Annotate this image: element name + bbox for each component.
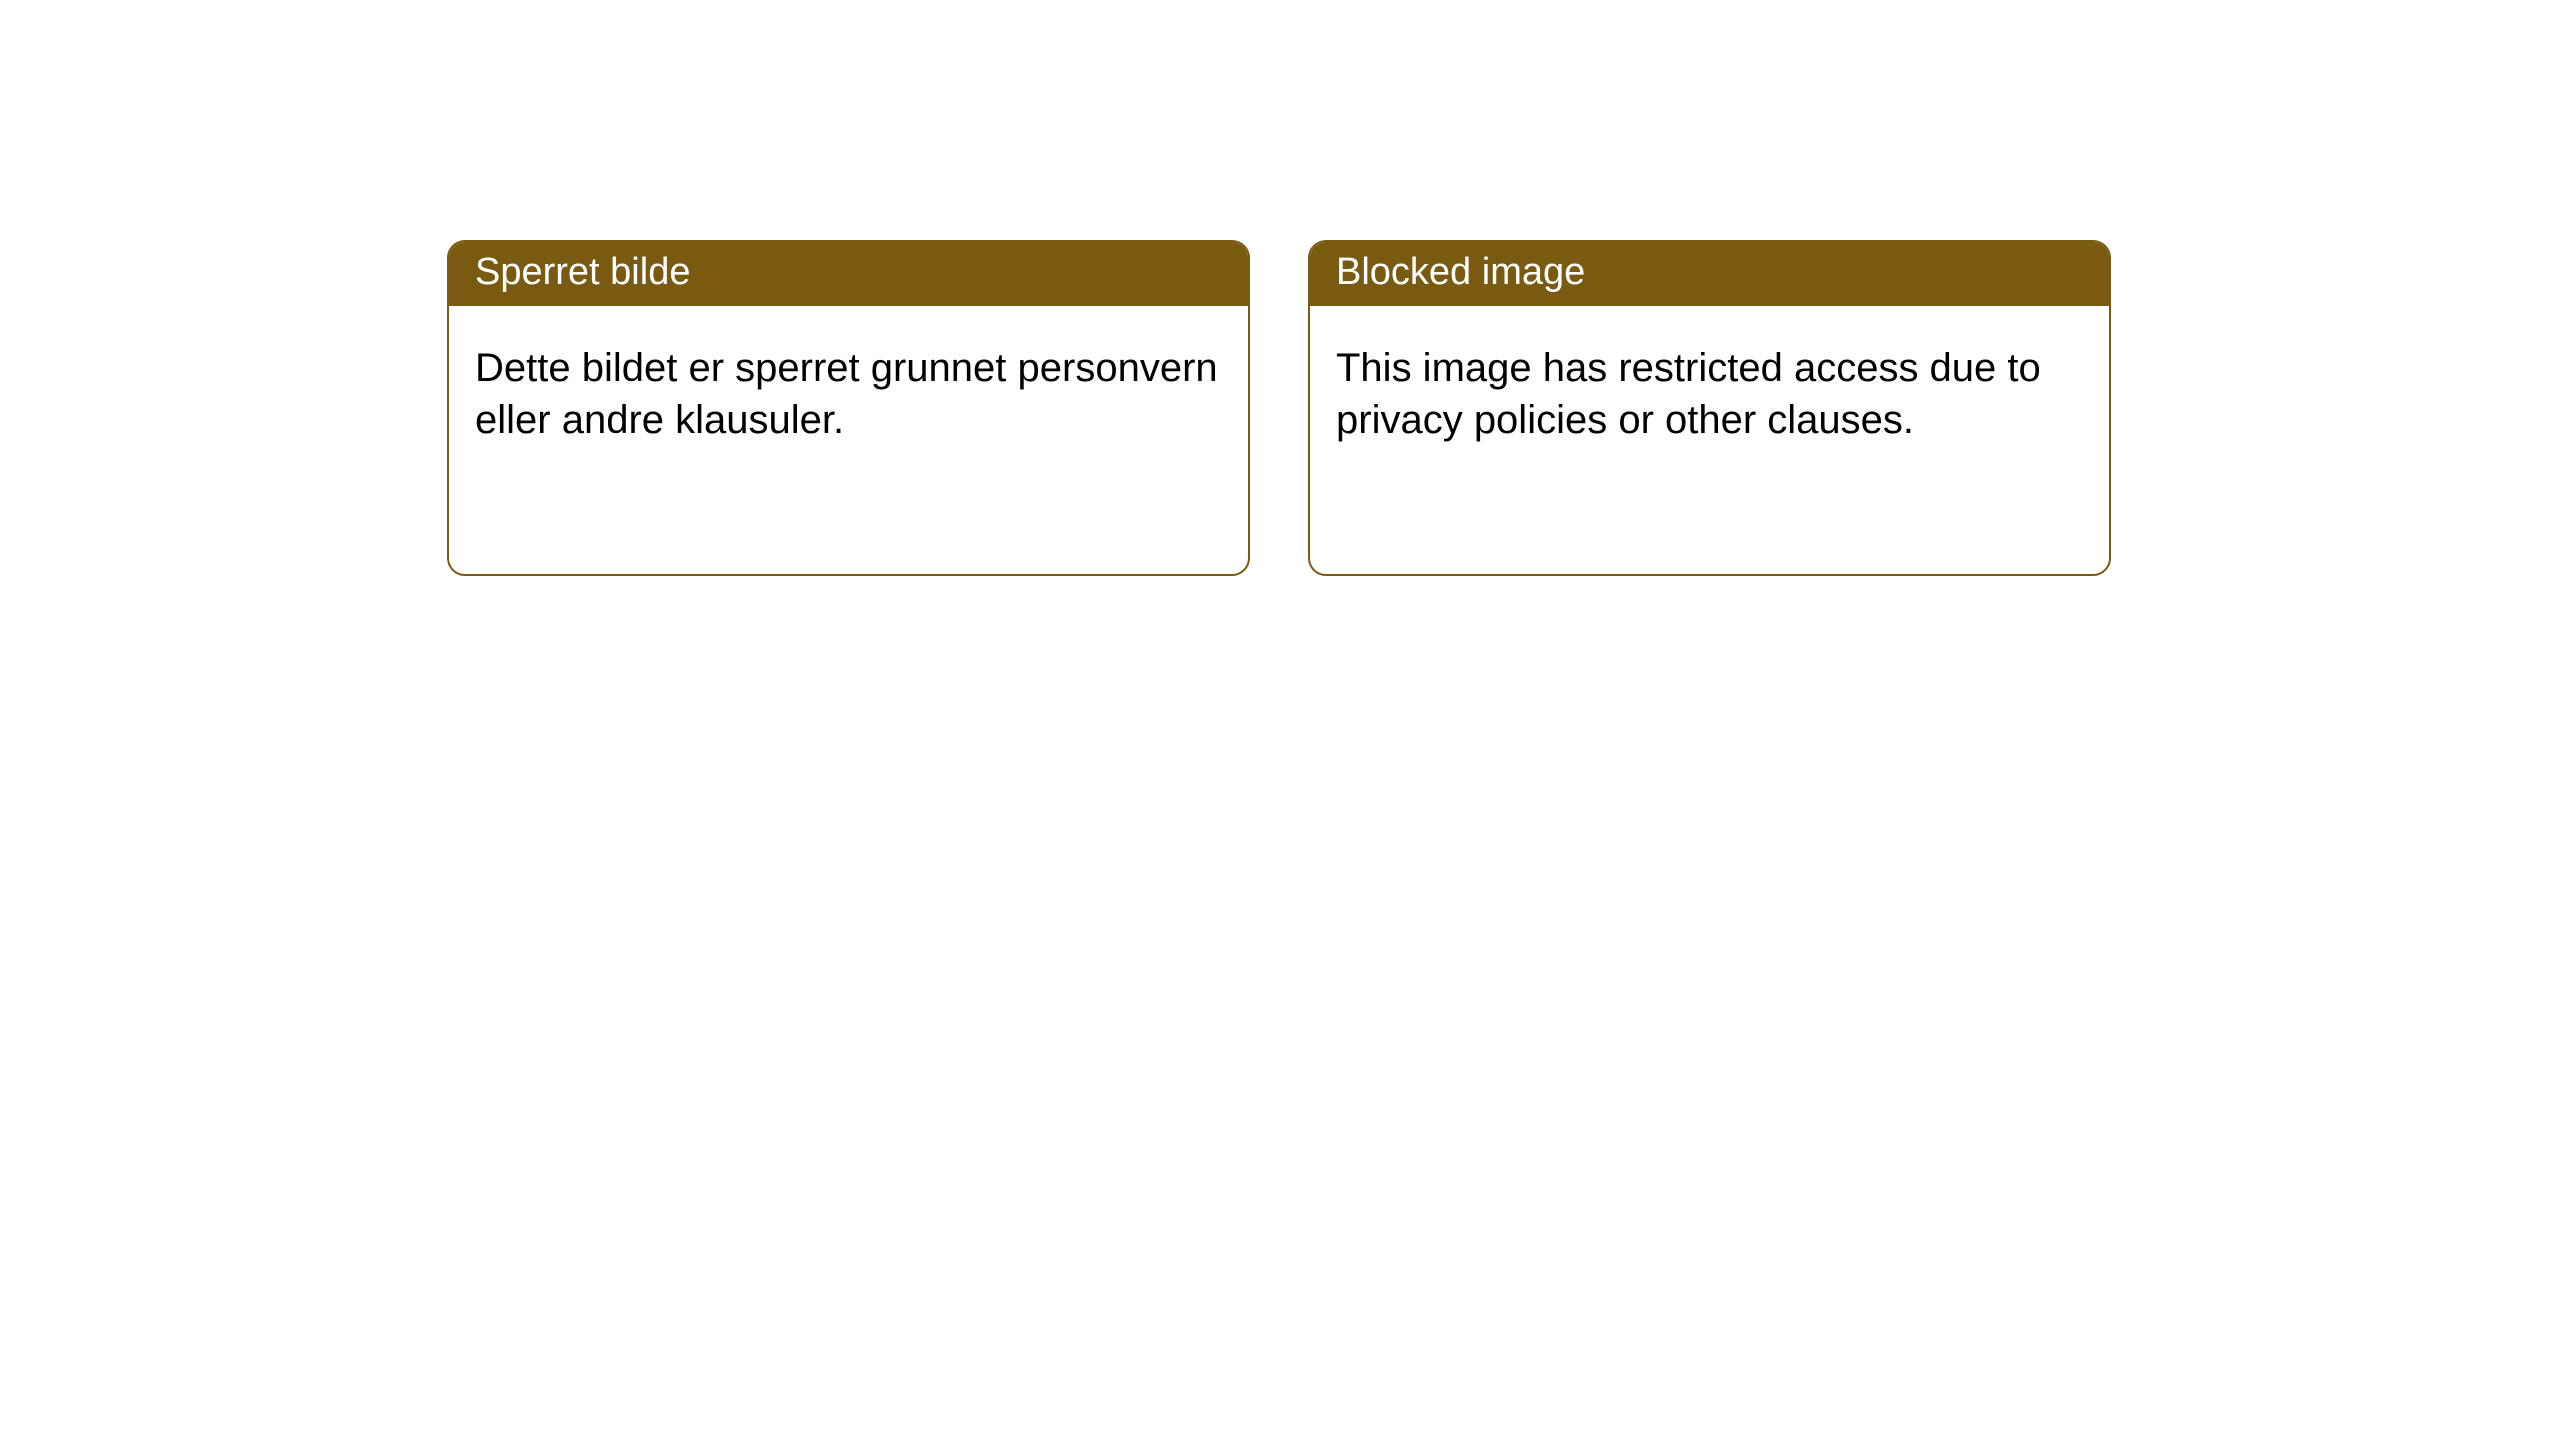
notice-body: This image has restricted access due to …	[1310, 306, 2109, 482]
notice-title: Blocked image	[1310, 242, 2109, 306]
notice-container: Sperret bilde Dette bildet er sperret gr…	[0, 0, 2560, 576]
notice-card-english: Blocked image This image has restricted …	[1308, 240, 2111, 576]
notice-title: Sperret bilde	[449, 242, 1248, 306]
notice-body: Dette bildet er sperret grunnet personve…	[449, 306, 1248, 482]
notice-card-norwegian: Sperret bilde Dette bildet er sperret gr…	[447, 240, 1250, 576]
